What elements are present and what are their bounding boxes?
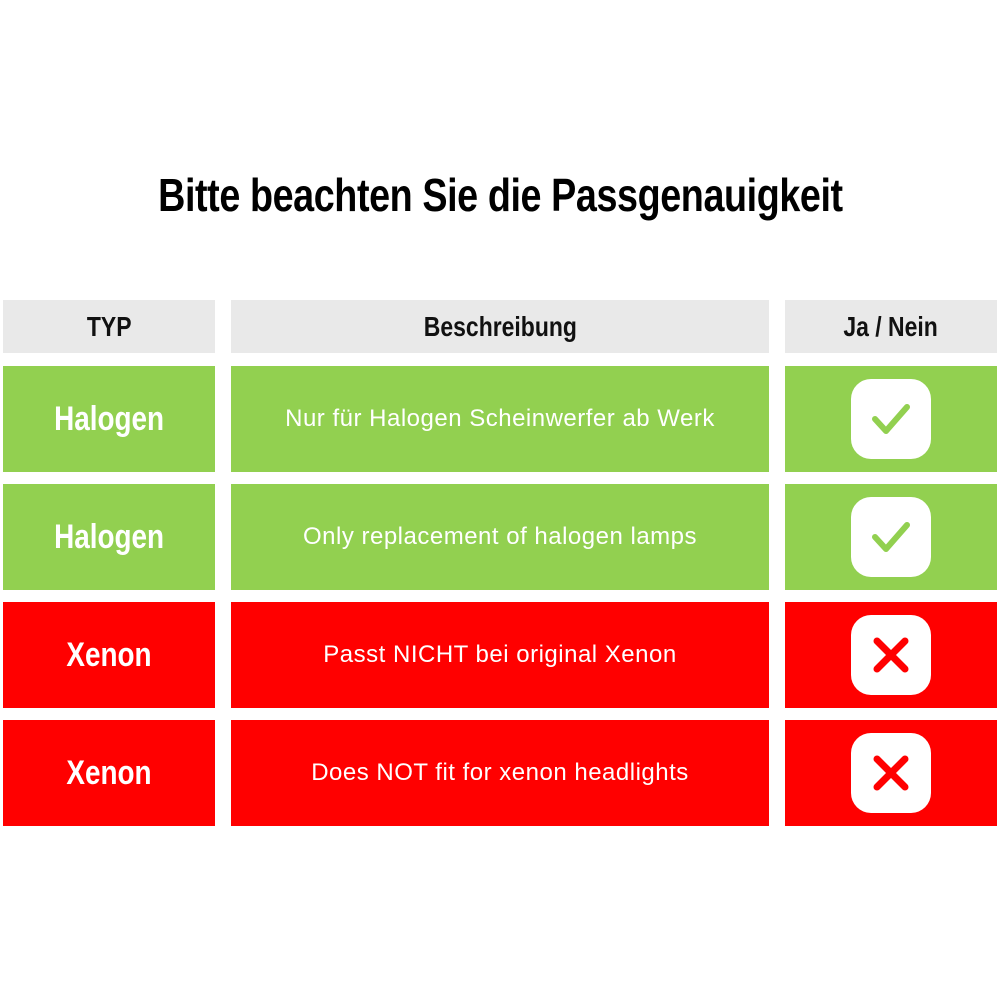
table-row-description: Nur für Halogen Scheinwerfer ab Werk [231, 366, 769, 472]
table-row-description: Does NOT fit for xenon headlights [231, 720, 769, 826]
table-row-type: Halogen [3, 366, 215, 472]
cross-icon [851, 615, 931, 695]
table-row-fit [785, 602, 997, 708]
table-row-fit [785, 484, 997, 590]
page-title: Bitte beachten Sie die Passgenauigkeit [157, 169, 843, 221]
check-icon [851, 379, 931, 459]
table-row-type: Xenon [3, 602, 215, 708]
table-row-fit [785, 720, 997, 826]
header-beschreibung: Beschreibung [231, 300, 769, 353]
table-row-type: Xenon [3, 720, 215, 826]
table-row-description: Passt NICHT bei original Xenon [231, 602, 769, 708]
header-typ: TYP [3, 300, 215, 353]
header-ja-nein: Ja / Nein [785, 300, 997, 353]
table-row-type: Halogen [3, 484, 215, 590]
check-icon [851, 497, 931, 577]
cross-icon [851, 733, 931, 813]
table-row-description: Only replacement of halogen lamps [231, 484, 769, 590]
table-row-fit [785, 366, 997, 472]
